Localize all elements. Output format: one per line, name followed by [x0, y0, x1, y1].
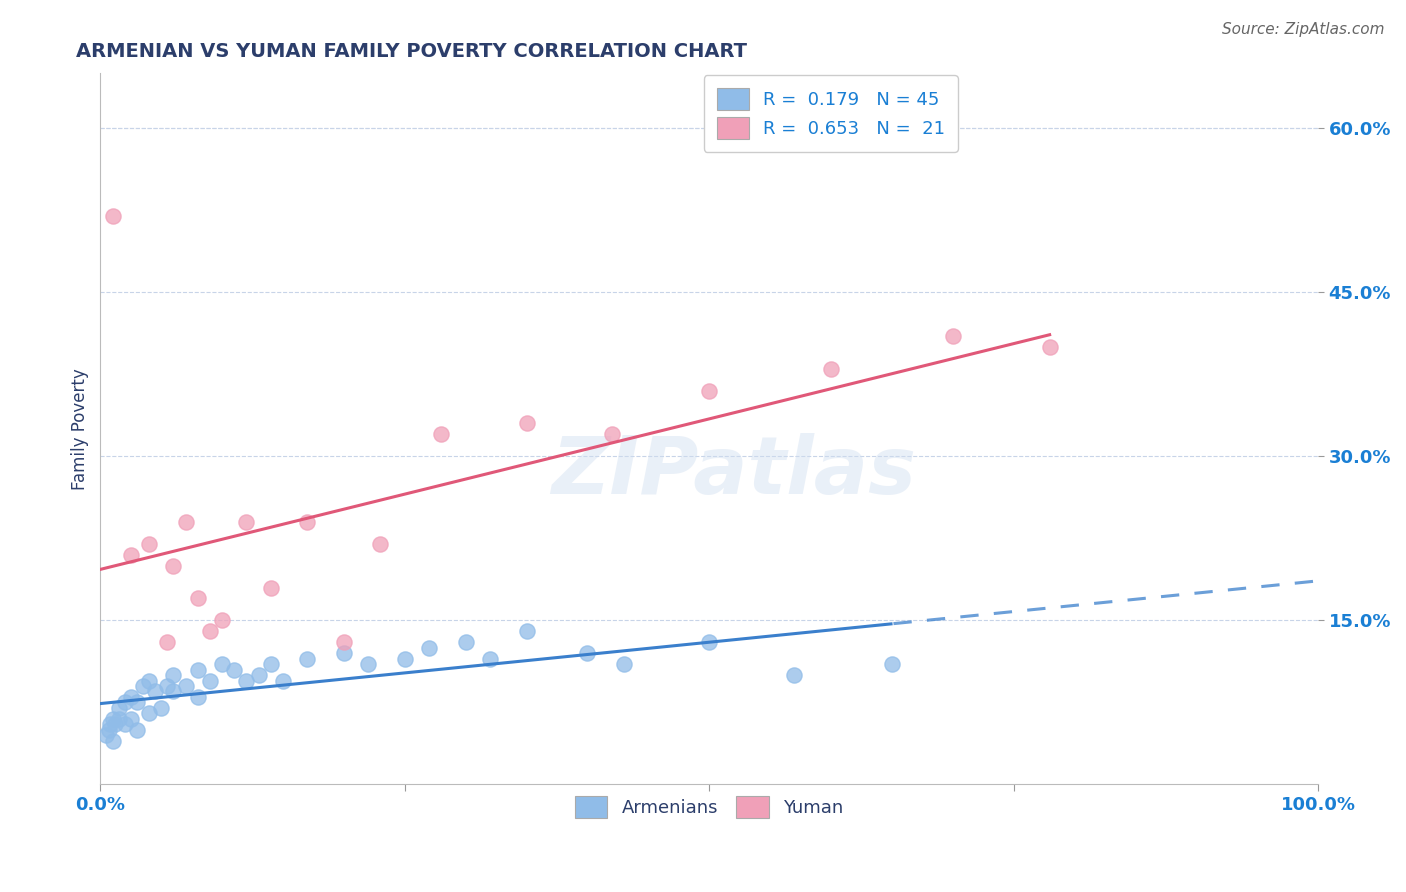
Point — [107, 712, 129, 726]
Point — [125, 695, 148, 709]
Point — [418, 640, 440, 655]
Point — [114, 695, 136, 709]
Point — [156, 679, 179, 693]
Point — [224, 663, 246, 677]
Point — [187, 663, 209, 677]
Y-axis label: Family Poverty: Family Poverty — [72, 368, 89, 490]
Point — [98, 717, 121, 731]
Point — [162, 684, 184, 698]
Point — [150, 701, 173, 715]
Point — [120, 712, 142, 726]
Point — [333, 635, 356, 649]
Point — [198, 673, 221, 688]
Point — [101, 712, 124, 726]
Point — [783, 668, 806, 682]
Point — [174, 679, 197, 693]
Point — [357, 657, 380, 672]
Point — [101, 733, 124, 747]
Point — [125, 723, 148, 737]
Point — [162, 558, 184, 573]
Point — [120, 690, 142, 704]
Point — [370, 537, 392, 551]
Point — [101, 209, 124, 223]
Point — [430, 427, 453, 442]
Point — [187, 690, 209, 704]
Text: ARMENIAN VS YUMAN FAMILY POVERTY CORRELATION CHART: ARMENIAN VS YUMAN FAMILY POVERTY CORRELA… — [76, 42, 747, 61]
Point — [394, 651, 416, 665]
Point — [96, 728, 118, 742]
Point — [187, 591, 209, 606]
Point — [1039, 340, 1062, 354]
Point — [454, 635, 477, 649]
Point — [613, 657, 636, 672]
Point — [104, 717, 127, 731]
Point — [138, 537, 160, 551]
Point — [333, 646, 356, 660]
Point — [271, 673, 294, 688]
Point — [297, 515, 319, 529]
Point — [516, 417, 538, 431]
Point — [697, 384, 720, 398]
Point — [576, 646, 599, 660]
Point — [697, 635, 720, 649]
Point — [97, 723, 120, 737]
Point — [880, 657, 903, 672]
Point — [516, 624, 538, 639]
Point — [138, 706, 160, 721]
Point — [247, 668, 270, 682]
Point — [260, 581, 283, 595]
Point — [260, 657, 283, 672]
Text: Source: ZipAtlas.com: Source: ZipAtlas.com — [1222, 22, 1385, 37]
Point — [156, 635, 179, 649]
Point — [479, 651, 502, 665]
Point — [114, 717, 136, 731]
Point — [174, 515, 197, 529]
Point — [143, 684, 166, 698]
Point — [198, 624, 221, 639]
Point — [138, 673, 160, 688]
Point — [162, 668, 184, 682]
Point — [820, 361, 842, 376]
Point — [942, 329, 965, 343]
Point — [600, 427, 623, 442]
Point — [235, 515, 257, 529]
Point — [107, 701, 129, 715]
Legend: Armenians, Yuman: Armenians, Yuman — [568, 789, 851, 825]
Point — [235, 673, 257, 688]
Point — [297, 651, 319, 665]
Text: ZIPatlas: ZIPatlas — [551, 433, 917, 510]
Point — [211, 657, 233, 672]
Point — [211, 613, 233, 627]
Point — [132, 679, 155, 693]
Point — [120, 548, 142, 562]
